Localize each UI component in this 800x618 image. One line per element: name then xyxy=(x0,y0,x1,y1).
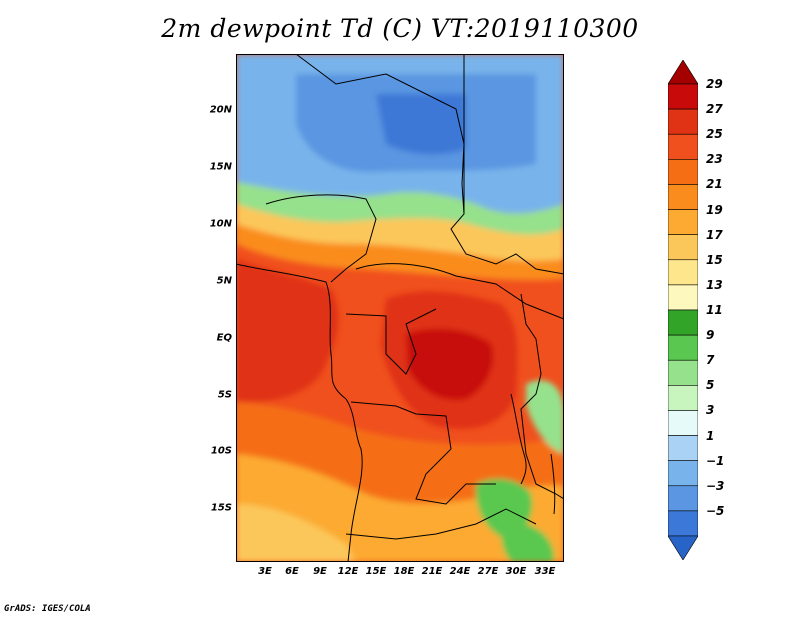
color-bar-label: −1 xyxy=(706,453,725,468)
lon-label: 3E xyxy=(258,566,272,577)
color-bar-label: 23 xyxy=(706,152,723,167)
color-bar-label: 21 xyxy=(706,177,723,192)
border-nigeria xyxy=(265,194,377,283)
color-bar-segment xyxy=(668,410,698,436)
south-yellow-region xyxy=(236,504,356,562)
color-bar-label: 13 xyxy=(706,277,723,292)
color-bar-segment xyxy=(668,359,698,386)
color-bar-segment xyxy=(668,159,698,185)
lat-label: 10S xyxy=(210,445,232,457)
lat-label: 10N xyxy=(209,218,232,230)
border-north xyxy=(295,54,465,215)
color-bar-segment xyxy=(668,334,698,361)
color-bar-label: 1 xyxy=(706,428,715,443)
credit-text: GrADS: IGES/COLA xyxy=(4,604,91,614)
color-bar-segment xyxy=(668,535,698,560)
color-bar-label: −3 xyxy=(706,478,725,493)
lat-label: 5S xyxy=(217,389,232,401)
border-chad xyxy=(450,54,564,275)
color-bar-segment xyxy=(668,60,698,85)
color-bar-segment xyxy=(668,284,698,311)
border-congo xyxy=(345,308,437,375)
color-bar-segment xyxy=(668,510,698,537)
color-bar xyxy=(668,60,698,560)
color-bar-label: 25 xyxy=(706,127,723,142)
color-bar-segment xyxy=(668,460,698,487)
color-bar-segment xyxy=(668,184,698,210)
color-bar-label: 19 xyxy=(706,202,723,217)
color-bar-segment xyxy=(668,485,698,512)
dewpoint-map xyxy=(236,54,564,562)
lat-label: 15S xyxy=(210,502,232,514)
color-bar-segment xyxy=(668,309,698,336)
border-angola-south xyxy=(345,508,537,540)
color-bar-segment xyxy=(668,133,698,160)
color-bar-segment xyxy=(668,435,698,461)
lake-tanganyika xyxy=(510,393,527,485)
lat-label: EQ xyxy=(216,332,232,344)
coastline-west xyxy=(236,263,363,562)
lon-label: 9E xyxy=(313,566,327,577)
lat-label: 15N xyxy=(209,161,232,173)
lat-label: 20N xyxy=(209,104,232,116)
color-bar-segment xyxy=(668,259,698,286)
lon-label: 30E xyxy=(505,566,527,577)
lat-label: 5N xyxy=(216,275,232,287)
lon-label: 18E xyxy=(393,566,415,577)
dry-core xyxy=(376,94,466,155)
border-car xyxy=(355,263,564,320)
color-bar-label: 7 xyxy=(706,353,715,368)
color-bar-segment xyxy=(668,108,698,135)
color-bar-label: 17 xyxy=(706,227,723,242)
color-bar-label: 15 xyxy=(706,252,723,267)
zambia-green-2 xyxy=(501,523,554,562)
color-bar-label: 29 xyxy=(706,77,723,91)
humid-core xyxy=(406,328,494,400)
map-title: 2m dewpoint Td (C) VT:2019110300 xyxy=(161,14,639,43)
lon-label: 24E xyxy=(449,566,471,577)
color-bar-segment xyxy=(668,209,698,235)
color-bar-segment xyxy=(668,83,698,110)
color-bar-segment xyxy=(668,234,698,261)
lon-label: 6E xyxy=(285,566,299,577)
lon-label: 21E xyxy=(421,566,443,577)
sahel-yellow-band xyxy=(236,204,564,262)
lon-label: 33E xyxy=(534,566,556,577)
color-bar-segment xyxy=(668,385,698,411)
border-drc-angola xyxy=(350,401,496,505)
color-bar-label: 27 xyxy=(706,102,723,117)
sahel-orange-band xyxy=(236,224,564,281)
lon-label: 15E xyxy=(365,566,387,577)
color-bar-label: 3 xyxy=(706,403,715,418)
border-east xyxy=(520,293,564,500)
lon-label: 27E xyxy=(477,566,499,577)
color-bar-label: −5 xyxy=(706,503,725,518)
color-bar-label: 11 xyxy=(706,303,723,317)
humid-region-gulf xyxy=(236,259,339,403)
color-bar-label: 9 xyxy=(706,328,715,343)
east-africa-green xyxy=(526,380,564,454)
lon-label: 12E xyxy=(337,566,359,577)
lake-malawi xyxy=(550,453,556,515)
color-bar-label: 5 xyxy=(706,378,715,393)
map-frame xyxy=(236,54,564,562)
